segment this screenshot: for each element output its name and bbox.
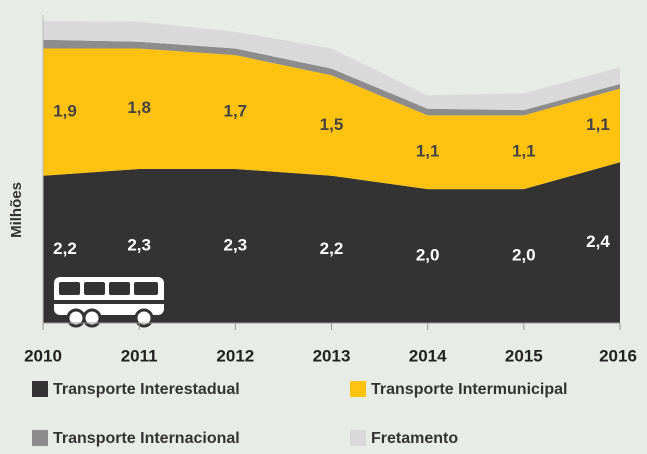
x-tick-label: 2012 <box>216 346 254 365</box>
value-label: 2,2 <box>320 239 344 258</box>
y-axis-label: Milhões <box>8 182 25 238</box>
x-tick-label: 2013 <box>313 346 351 365</box>
bus-icon <box>54 277 164 328</box>
area <box>43 39 620 116</box>
value-label: 2,2 <box>53 239 77 258</box>
legend-label: Fretamento <box>371 430 458 447</box>
legend-swatch <box>350 381 366 397</box>
value-label: 1,8 <box>127 98 151 117</box>
value-label: 1,1 <box>512 142 536 161</box>
area <box>43 21 620 111</box>
legend-swatch <box>350 430 366 446</box>
x-tick-label: 2011 <box>121 346 158 365</box>
value-label: 1,7 <box>224 102 248 121</box>
legend-label: Transporte Interestadual <box>53 381 240 398</box>
value-label: 1,5 <box>320 115 344 134</box>
x-tick-label: 2016 <box>599 346 637 365</box>
value-label: 1,1 <box>586 115 610 134</box>
area <box>43 162 620 323</box>
value-label: 2,3 <box>127 235 151 254</box>
x-tick-label: 2010 <box>24 346 62 365</box>
legend-label: Transporte Intermunicipal <box>371 381 567 398</box>
areas <box>43 21 620 323</box>
value-label: 2,0 <box>512 246 536 265</box>
x-tick-label: 2014 <box>409 346 447 365</box>
legend-swatch <box>32 430 48 446</box>
legend-label: Transporte Internacional <box>53 430 240 447</box>
value-label: 2,4 <box>586 232 610 251</box>
value-label: 1,9 <box>53 102 77 121</box>
value-label: 1,1 <box>416 142 440 161</box>
value-label: 2,3 <box>224 235 248 254</box>
legend: Transporte Interestadual Transporte Inter… <box>32 381 567 447</box>
x-tick-label: 2015 <box>505 346 543 365</box>
labels: 2,2 2,3 2,3 2,2 2,0 2,0 2,4 1,9 1,8 1,7 1,5 1,1 1,1 1… <box>53 98 610 264</box>
area <box>43 48 620 190</box>
value-label: 2,0 <box>416 246 440 265</box>
legend-swatch <box>32 381 48 397</box>
